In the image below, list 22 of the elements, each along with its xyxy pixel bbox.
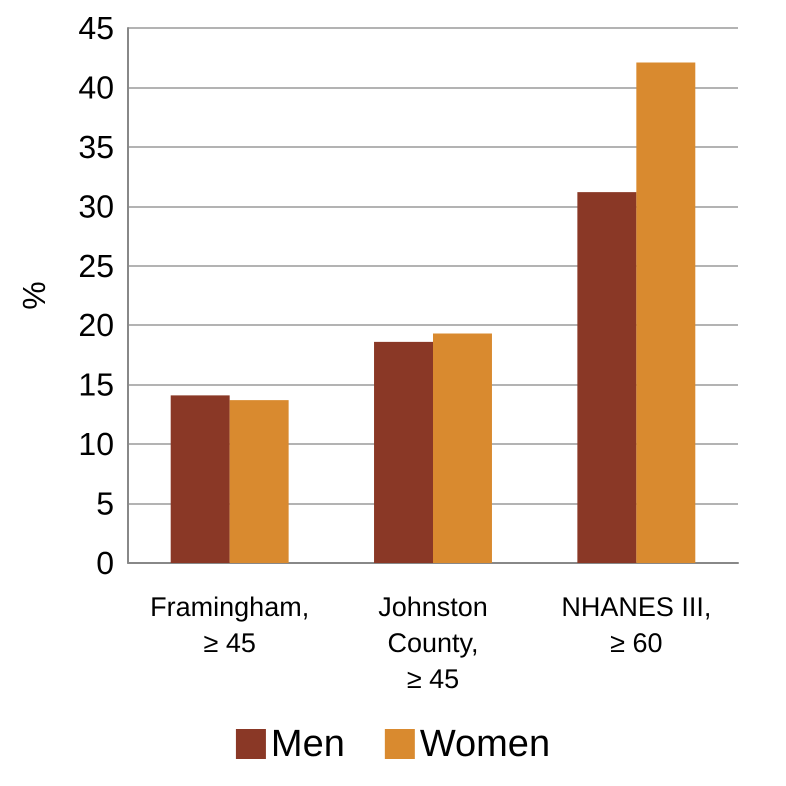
y-tick-label: 40	[78, 69, 114, 106]
bar	[636, 62, 696, 563]
y-tick-label: 10	[78, 426, 114, 462]
y-tick-label: 45	[78, 10, 114, 46]
y-tick-label: 25	[78, 248, 114, 284]
y-tick-label: 20	[78, 307, 114, 344]
bar	[374, 342, 433, 563]
y-tick-label: 15	[78, 366, 114, 403]
bar	[230, 400, 289, 563]
x-tick-label: Johnston County, ≥ 45	[378, 592, 488, 694]
bar	[170, 395, 230, 563]
legend-label: Men	[270, 723, 345, 765]
y-tick-label: 0	[96, 545, 114, 581]
x-tick-label: Framingham, ≥ 45	[150, 592, 310, 658]
bar	[577, 192, 636, 563]
bar	[433, 334, 492, 563]
y-tick-label: 35	[78, 128, 114, 165]
x-tick-label: NHANES III, ≥ 60	[561, 592, 712, 658]
y-tick-label: 5	[96, 486, 114, 522]
y-axis-title: %	[16, 281, 52, 310]
legend-label: Women	[420, 723, 550, 765]
y-tick-label: 30	[78, 188, 114, 224]
